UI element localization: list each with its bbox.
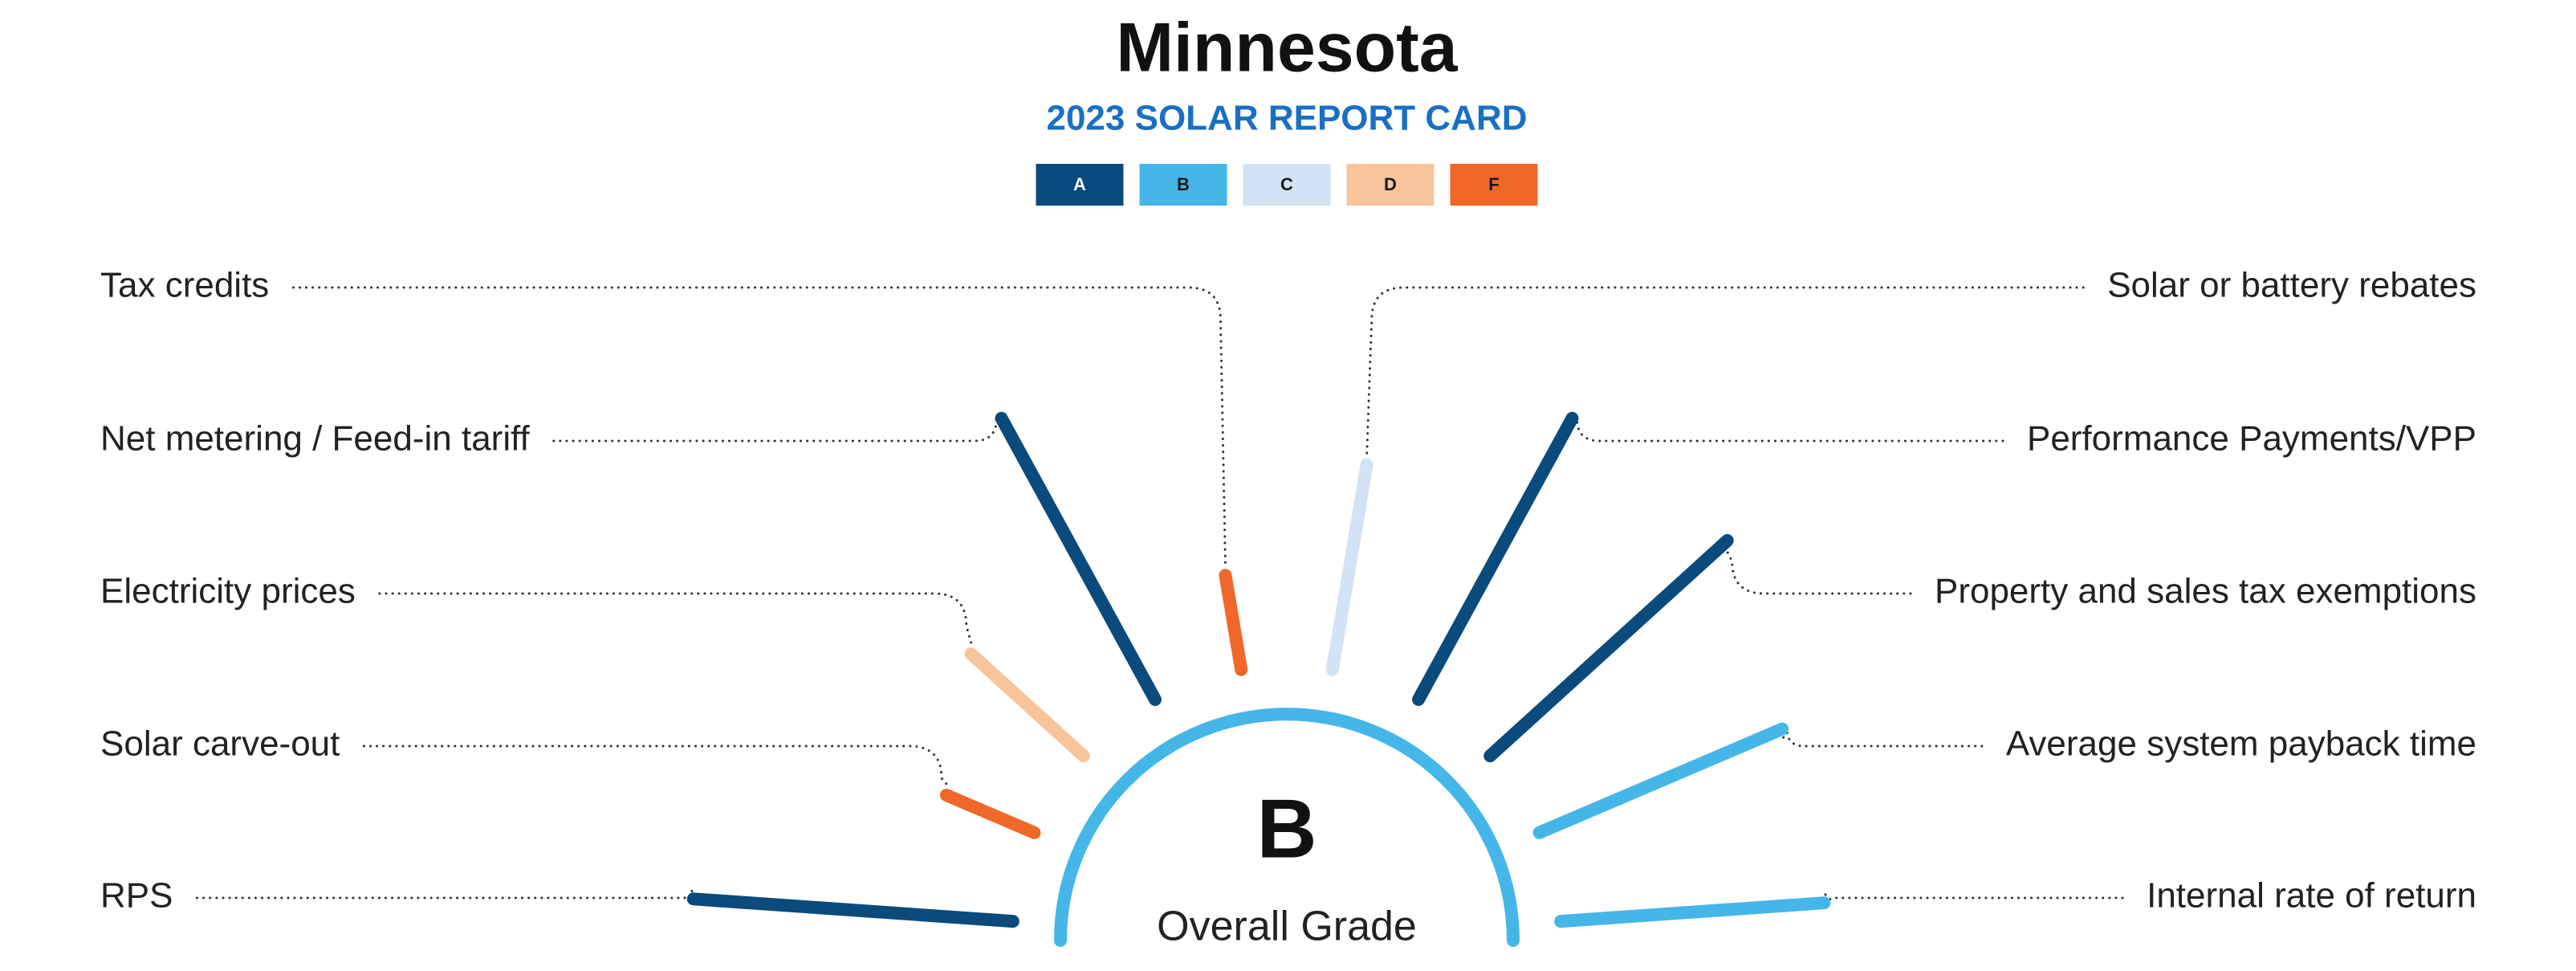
grade-ray	[1412, 411, 1579, 706]
legend-swatch	[1346, 164, 1435, 206]
leader-line	[362, 745, 948, 785]
category-label: Internal rate of return	[2147, 876, 2476, 916]
legend-swatch	[1139, 164, 1227, 206]
legend-swatch	[1450, 164, 1538, 206]
grade-ray	[1219, 569, 1248, 676]
legend-label: A	[1073, 174, 1086, 194]
legend-label: B	[1177, 174, 1190, 194]
category-label: RPS	[100, 876, 173, 916]
chart-title: Minnesota	[1116, 10, 1458, 87]
leader-line	[1365, 286, 2085, 455]
chart-subtitle: 2023 SOLAR REPORT CARD	[1046, 99, 1527, 138]
overall-arc	[1054, 708, 1520, 947]
leader-line	[291, 286, 1227, 565]
grade-ray	[964, 647, 1090, 763]
category-label: Property and sales tax exemptions	[1935, 572, 2476, 611]
grade-ray	[1554, 896, 1831, 928]
leader-line	[378, 592, 973, 644]
legend-label: F	[1488, 174, 1499, 194]
overall-label: Overall Grade	[1157, 904, 1417, 950]
grade-ray	[1325, 458, 1373, 676]
category-label: Solar carve-out	[100, 724, 340, 764]
leader-line	[552, 418, 1003, 443]
category-label: Performance Payments/VPP	[2027, 419, 2476, 459]
grade-ray	[1483, 534, 1734, 763]
grade-ray	[939, 789, 1041, 839]
legend-swatch	[1243, 164, 1331, 206]
legend-label: C	[1280, 174, 1293, 194]
category-label: Solar or battery rebates	[2107, 266, 2476, 305]
category-label: Electricity prices	[100, 572, 356, 611]
leader-line	[195, 886, 695, 900]
grade-ray	[1532, 722, 1789, 839]
grade-ray	[686, 892, 1019, 928]
legend-swatch	[1036, 164, 1124, 206]
category-label: Average system payback time	[2006, 724, 2476, 764]
leader-line	[1822, 890, 2124, 904]
leader-line	[1570, 418, 2004, 443]
grade-ray	[995, 411, 1162, 706]
legend-label: D	[1384, 174, 1397, 194]
overall-grade: B	[1256, 782, 1316, 875]
leader-line	[1726, 550, 1912, 595]
category-label: Tax credits	[100, 266, 269, 305]
category-label: Net metering / Feed-in tariff	[100, 419, 531, 459]
leader-line	[1780, 728, 1984, 748]
